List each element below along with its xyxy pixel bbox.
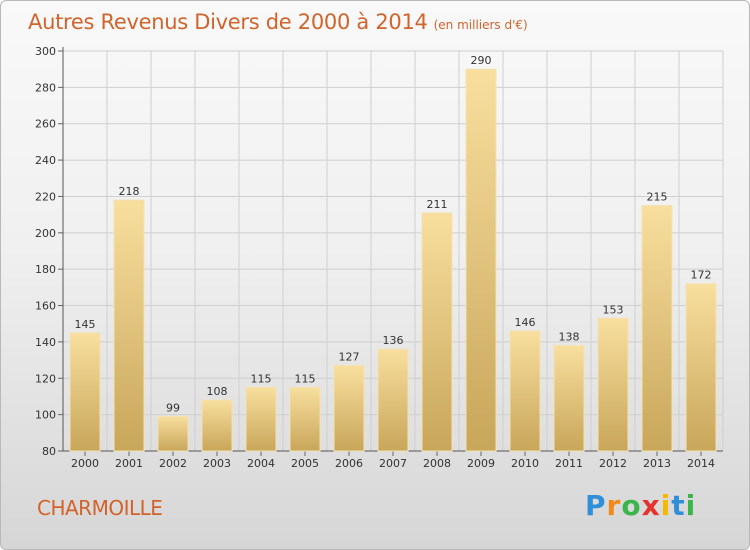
bar-2013	[641, 205, 673, 452]
bar-2012	[597, 317, 629, 452]
bar-value-label: 215	[647, 191, 668, 204]
x-tick-label: 2004	[247, 457, 275, 470]
y-tick-label: 260	[35, 118, 56, 131]
x-tick-label: 2003	[203, 457, 231, 470]
x-tick-label: 2010	[511, 457, 539, 470]
bar-value-label: 172	[691, 269, 712, 282]
logo-letter: x	[641, 489, 661, 522]
y-tick-label: 220	[35, 190, 56, 203]
x-tick-label: 2013	[643, 457, 671, 470]
bar-2003	[201, 399, 233, 452]
logo-letter: o	[621, 489, 642, 522]
y-tick-label: 280	[35, 81, 56, 94]
y-tick-label: 200	[35, 227, 56, 240]
bar-value-label: 115	[251, 372, 272, 385]
y-tick-label: 240	[35, 154, 56, 167]
x-tick-label: 2008	[423, 457, 451, 470]
y-tick-label: 80	[42, 445, 56, 458]
bar-value-label: 136	[383, 334, 404, 347]
y-tick-label: 100	[35, 409, 56, 422]
chart-subtitle: (en milliers d'€)	[433, 18, 528, 32]
y-tick-label: 160	[35, 300, 56, 313]
bar-2005	[289, 386, 321, 452]
bar-value-label: 108	[207, 385, 228, 398]
bar-2008	[421, 212, 453, 452]
bar-2011	[553, 345, 585, 452]
bar-value-label: 211	[427, 198, 448, 211]
bar-value-label: 290	[471, 54, 492, 67]
bar-value-label: 153	[603, 303, 624, 316]
y-tick-label: 120	[35, 372, 56, 385]
bar-2000	[69, 332, 101, 452]
bar-2001	[113, 199, 145, 452]
bar-value-label: 99	[166, 401, 180, 414]
y-tick-label: 180	[35, 263, 56, 276]
commune-name: CHARMOILLE	[37, 496, 163, 520]
x-tick-label: 2006	[335, 457, 363, 470]
x-tick-label: 2002	[159, 457, 187, 470]
chart-title: Autres Revenus Divers de 2000 à 2014	[28, 10, 428, 34]
proxiti-logo: Proxiti	[585, 489, 696, 522]
x-tick-label: 2009	[467, 457, 495, 470]
bar-value-label: 138	[559, 331, 580, 344]
x-tick-label: 2012	[599, 457, 627, 470]
logo-letter: r	[606, 489, 622, 522]
x-tick-label: 2005	[291, 457, 319, 470]
y-tick-label: 140	[35, 336, 56, 349]
bar-value-label: 115	[295, 372, 316, 385]
logo-letter: i	[660, 489, 672, 522]
x-tick-label: 2001	[115, 457, 143, 470]
labels: 80 100 120 140 160 180 200 220 240 260 280 300 145 20…	[35, 45, 715, 470]
logo-letter: i	[685, 489, 697, 522]
bar-2006	[333, 365, 365, 452]
y-tick-label: 300	[35, 45, 56, 58]
x-tick-label: 2011	[555, 457, 583, 470]
logo-letter: t	[671, 489, 686, 522]
bar-2010	[509, 330, 541, 452]
bar-value-label: 146	[515, 316, 536, 329]
bar-2009	[465, 68, 497, 452]
bar-value-label: 145	[75, 318, 96, 331]
x-tick-label: 2007	[379, 457, 407, 470]
x-tick-label: 2014	[687, 457, 715, 470]
bar-2002	[157, 415, 189, 452]
bar-2007	[377, 348, 409, 452]
bars	[69, 68, 717, 452]
bar-value-label: 218	[119, 185, 140, 198]
bar-value-label: 127	[339, 351, 360, 364]
bar-2004	[245, 386, 277, 452]
title-block: Autres Revenus Divers de 2000 à 2014 (en …	[28, 10, 528, 34]
bar-2014	[685, 283, 717, 452]
x-tick-label: 2000	[71, 457, 99, 470]
logo-letter: P	[585, 489, 607, 522]
